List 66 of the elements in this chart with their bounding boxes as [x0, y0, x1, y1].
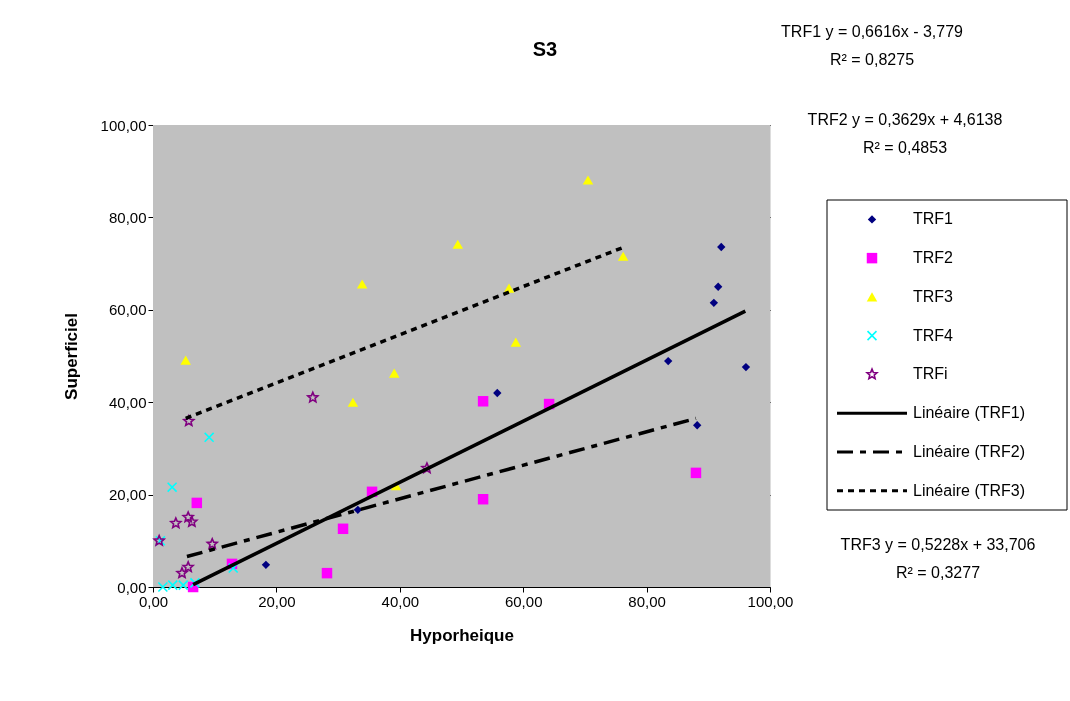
point [693, 421, 702, 430]
point [189, 577, 201, 589]
legend-label: Linéaire (TRF2) [913, 442, 1026, 460]
legend-label: TRF4 [913, 326, 954, 344]
point [227, 562, 239, 574]
text: TRF3 y = 0,5228x + 33,706 [840, 536, 1036, 553]
x-tick-label: 40,00 [381, 592, 420, 610]
chart-title: S3 [532, 38, 558, 60]
point [664, 356, 673, 366]
point [203, 432, 215, 443]
point [182, 511, 194, 523]
x-tick-label: 20,00 [258, 592, 296, 610]
point [176, 567, 188, 579]
point [356, 279, 368, 289]
text: R² = 0,8275 [829, 51, 915, 68]
x-tick-label: 80,00 [628, 592, 666, 610]
x-tick-label: 60,00 [504, 592, 543, 610]
point [493, 388, 502, 398]
legend-label: TRFi [913, 365, 948, 383]
point [477, 493, 489, 505]
y-tick-label: 20,00 [108, 486, 147, 504]
y-axis-title: Superficiel [61, 313, 81, 400]
point [261, 560, 271, 570]
point [206, 537, 219, 550]
point [191, 497, 203, 509]
point [717, 242, 726, 252]
point [186, 515, 198, 527]
point [307, 391, 319, 403]
point [157, 581, 169, 593]
point [347, 397, 359, 407]
text: R² = 0,3277 [895, 564, 981, 581]
point [180, 355, 191, 365]
point [421, 462, 433, 474]
x-axis-title: Hyporheique [410, 625, 514, 645]
text: TRF2 y = 0,3629x + 4,6138 [807, 111, 1003, 128]
point [741, 362, 751, 372]
point [582, 175, 594, 185]
legend-label: Linéaire (TRF1) [913, 404, 1026, 422]
point [477, 396, 489, 407]
point [353, 505, 363, 515]
legend-label: TRF3 [913, 287, 954, 305]
point [713, 282, 723, 291]
point [177, 579, 189, 591]
point [182, 561, 194, 573]
text: R² = 0,4853 [862, 139, 948, 156]
point [321, 567, 333, 579]
point [389, 368, 400, 378]
x-tick-label: 100,00 [747, 592, 794, 610]
y-tick-label: 40,00 [108, 393, 147, 411]
y-tick-label: 60,00 [108, 301, 147, 319]
point [183, 415, 195, 427]
point [167, 579, 179, 591]
point [452, 239, 464, 249]
point [166, 481, 178, 493]
point [690, 467, 702, 479]
y-tick-label: 80,00 [108, 208, 147, 226]
point [170, 517, 182, 529]
point [337, 523, 349, 535]
point [617, 251, 629, 261]
text: TRF1 y = 0,6616x - 3,779 [781, 23, 964, 40]
y-tick-label: 100,00 [100, 116, 147, 134]
legend-label: TRF1 [913, 210, 954, 228]
point [709, 298, 719, 308]
legend-label: Linéaire (TRF3) [913, 481, 1026, 499]
point [510, 337, 522, 347]
legend-label: TRF2 [913, 249, 954, 267]
